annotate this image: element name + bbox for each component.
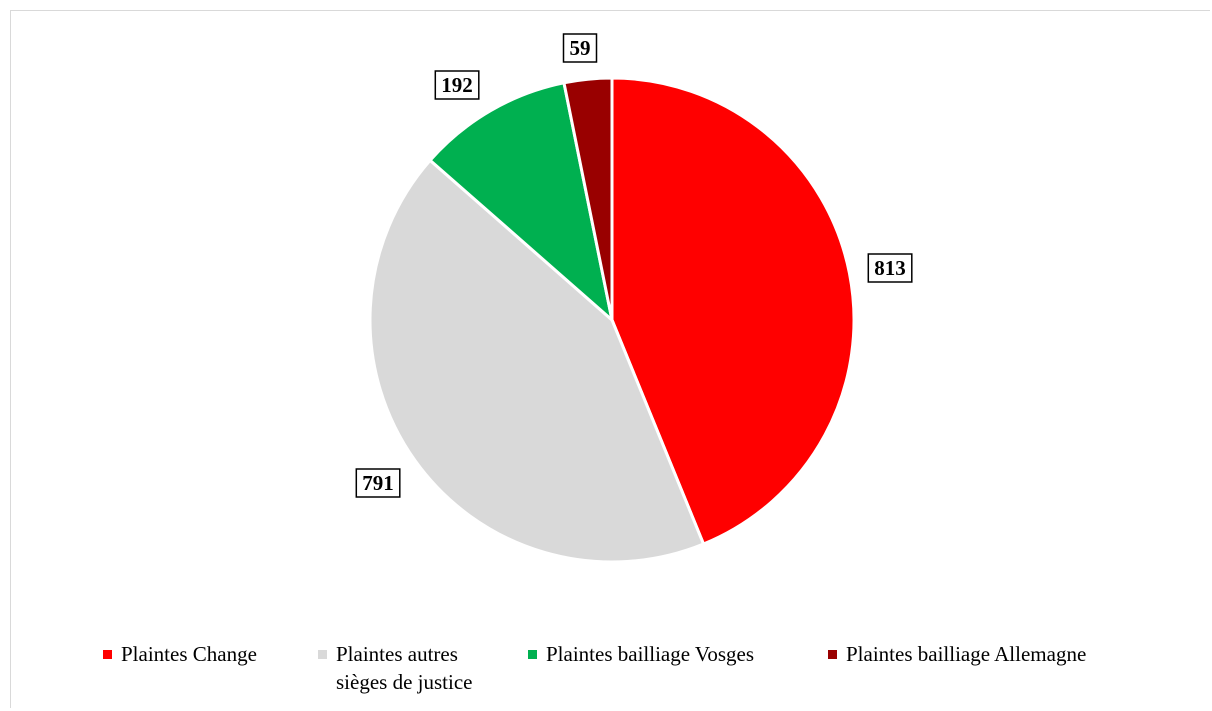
pie-slice-2 bbox=[368, 158, 706, 564]
legend-swatch bbox=[103, 650, 112, 659]
data-label-3: 192 bbox=[434, 70, 480, 100]
legend-item-plaintes-allemagne: Plaintes bailliage Allemagne bbox=[828, 640, 1086, 668]
data-label-4: 59 bbox=[562, 33, 598, 63]
data-label-text: 192 bbox=[441, 73, 473, 97]
legend-item-plaintes-change: Plaintes Change bbox=[103, 640, 257, 668]
chart-frame bbox=[10, 10, 1210, 708]
legend-swatch bbox=[528, 650, 537, 659]
legend-swatch bbox=[828, 650, 837, 659]
legend-item-plaintes-autres: Plaintes autres sièges de justice bbox=[318, 640, 472, 696]
data-label-2: 791 bbox=[355, 468, 401, 498]
pie-slice-1 bbox=[610, 76, 856, 546]
pie-slices bbox=[368, 76, 856, 564]
legend-item-plaintes-vosges: Plaintes bailliage Vosges bbox=[528, 640, 754, 668]
legend-label: Plaintes Change bbox=[121, 642, 257, 666]
data-label-text: 791 bbox=[362, 471, 394, 495]
data-label-box bbox=[867, 253, 913, 283]
legend-label: Plaintes autres sièges de justice bbox=[336, 642, 473, 694]
data-labels: 813 791 192 59 bbox=[355, 33, 913, 498]
legend-label: Plaintes bailliage Allemagne bbox=[846, 642, 1087, 666]
pie-slice-4 bbox=[562, 76, 614, 322]
legend-label: Plaintes bailliage Vosges bbox=[546, 642, 755, 666]
data-label-text: 59 bbox=[570, 36, 591, 60]
data-label-1: 813 bbox=[867, 253, 913, 283]
data-label-box bbox=[355, 468, 401, 498]
data-label-box bbox=[434, 70, 480, 100]
data-label-box bbox=[562, 33, 598, 63]
chart-legend: Plaintes Change Plaintes autres sièges d… bbox=[0, 640, 1212, 700]
data-label-text: 813 bbox=[874, 256, 906, 280]
legend-swatch bbox=[318, 650, 327, 659]
pie-slice-3 bbox=[428, 81, 614, 322]
